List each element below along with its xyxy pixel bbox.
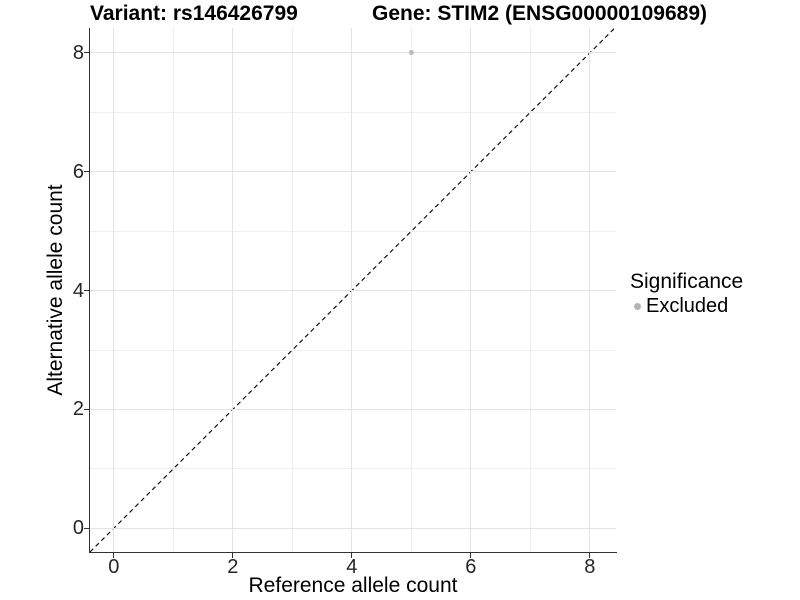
- y-axis-tick: [84, 52, 89, 54]
- x-axis-tick: [351, 553, 353, 558]
- y-axis-tick: [84, 527, 89, 529]
- grid-major-y: [90, 171, 616, 173]
- legend-title: Significance: [630, 270, 744, 293]
- identity-line-svg: [89, 27, 616, 553]
- legend: Significance Excluded: [630, 270, 743, 318]
- grid-minor-y: [90, 230, 616, 232]
- x-axis-tick: [113, 553, 115, 558]
- y-axis-tick-label: 4: [72, 279, 84, 302]
- x-axis-tick-label: 6: [465, 556, 477, 578]
- grid-major-y: [90, 52, 616, 54]
- grid-major-y: [90, 408, 616, 410]
- grid-major-y: [90, 290, 616, 292]
- grid-major-y: [90, 527, 616, 529]
- x-axis-tick-label: 8: [584, 556, 596, 578]
- x-axis-tick: [589, 553, 591, 558]
- x-axis-title: Reference allele count: [248, 574, 458, 597]
- x-axis-line: [89, 552, 617, 553]
- x-axis-tick: [470, 553, 472, 558]
- grid-minor-x: [529, 28, 531, 552]
- plot-title-gene: Gene: STIM2 (ENSG00000109689): [372, 2, 707, 25]
- x-axis-tick: [232, 553, 234, 558]
- grid-major-x: [470, 28, 472, 552]
- legend-point-icon: [634, 303, 641, 310]
- grid-minor-x: [172, 28, 174, 552]
- legend-item-label: Excluded: [646, 295, 729, 317]
- y-axis-tick-label: 6: [72, 160, 84, 183]
- grid-major-x: [351, 28, 353, 552]
- data-point: [408, 50, 414, 56]
- plot-panel: [89, 27, 616, 553]
- y-axis-tick: [84, 171, 89, 173]
- grid-major-x: [589, 28, 591, 552]
- y-axis-tick-label: 0: [72, 517, 84, 540]
- y-axis-line: [89, 28, 90, 553]
- grid-minor-y: [90, 111, 616, 113]
- grid-minor-y: [90, 468, 616, 470]
- grid-minor-x: [291, 28, 293, 552]
- y-axis-tick: [84, 290, 89, 292]
- grid-minor-y: [90, 349, 616, 351]
- x-axis-tick-label: 4: [346, 556, 358, 578]
- x-axis-tick-label: 2: [227, 556, 239, 578]
- y-axis-tick: [84, 408, 89, 410]
- grid-major-x: [232, 28, 234, 552]
- y-axis-tick-label: 8: [72, 41, 84, 64]
- identity-dashed-line: [89, 27, 616, 553]
- grid-minor-x: [410, 28, 412, 552]
- plot-title-variant: Variant: rs146426799: [90, 2, 298, 25]
- legend-item-excluded: Excluded: [630, 295, 743, 318]
- y-axis-tick-label: 2: [72, 398, 84, 421]
- grid-major-x: [113, 28, 115, 552]
- x-axis-tick-label: 0: [108, 556, 120, 578]
